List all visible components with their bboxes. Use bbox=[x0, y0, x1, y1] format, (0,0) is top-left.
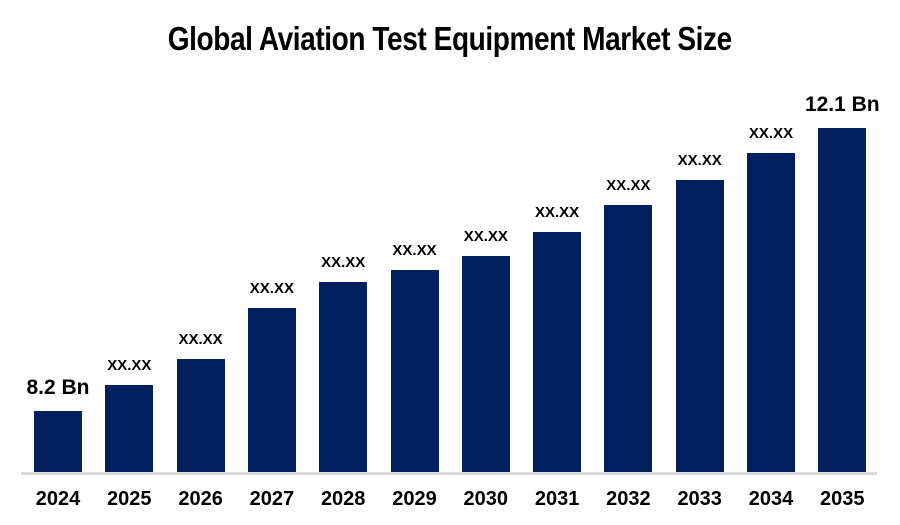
bar-2028 bbox=[319, 282, 368, 472]
bar-value-label-2028: XX.XX bbox=[321, 254, 366, 271]
x-tick-2027: 2027 bbox=[249, 488, 295, 510]
bar-value-label-2033: XX.XX bbox=[677, 152, 722, 169]
x-tick-2024: 2024 bbox=[35, 488, 81, 510]
bar-value-label-2027: XX.XX bbox=[249, 280, 294, 297]
bar-2026 bbox=[176, 359, 225, 472]
bar-value-label-2032: XX.XX bbox=[606, 177, 651, 194]
x-tick-2026: 2026 bbox=[178, 488, 223, 510]
x-tick-2032: 2032 bbox=[606, 488, 651, 510]
bar-2029 bbox=[390, 270, 439, 472]
bar-2027 bbox=[247, 308, 296, 472]
x-tick-2029: 2029 bbox=[392, 488, 437, 510]
bar-2030 bbox=[461, 256, 510, 472]
bar-value-label-2031: XX.XX bbox=[535, 204, 580, 221]
bar-value-label-2024: 8.2 Bn bbox=[26, 376, 90, 399]
bar-value-label-2034: XX.XX bbox=[748, 125, 794, 142]
bar-2031 bbox=[533, 232, 582, 472]
bar-value-label-2026: XX.XX bbox=[178, 331, 223, 348]
chart-title: Global Aviation Test Equipment Market Si… bbox=[167, 20, 733, 57]
x-tick-2031: 2031 bbox=[534, 488, 580, 510]
bar-2035 bbox=[818, 128, 867, 472]
x-tick-2030: 2030 bbox=[463, 488, 509, 510]
bar-2025 bbox=[105, 385, 154, 472]
bar-value-label-2025: XX.XX bbox=[107, 357, 152, 374]
title-row: Global Aviation Test Equipment Market Si… bbox=[0, 20, 900, 58]
bar-2033 bbox=[675, 180, 724, 472]
x-axis-line bbox=[21, 472, 877, 475]
bar-value-label-2035: 12.1 Bn bbox=[804, 93, 880, 116]
bar-2032 bbox=[604, 205, 653, 472]
x-tick-2025: 2025 bbox=[107, 488, 152, 510]
x-tick-2035: 2035 bbox=[820, 488, 865, 510]
bar-value-label-2029: XX.XX bbox=[392, 242, 437, 259]
bar-2034 bbox=[747, 153, 795, 472]
bar-value-label-2030: XX.XX bbox=[463, 228, 508, 245]
x-tick-2028: 2028 bbox=[320, 488, 366, 510]
bar-2024 bbox=[34, 411, 82, 472]
x-tick-2034: 2034 bbox=[748, 488, 794, 510]
x-tick-2033: 2033 bbox=[677, 488, 722, 510]
